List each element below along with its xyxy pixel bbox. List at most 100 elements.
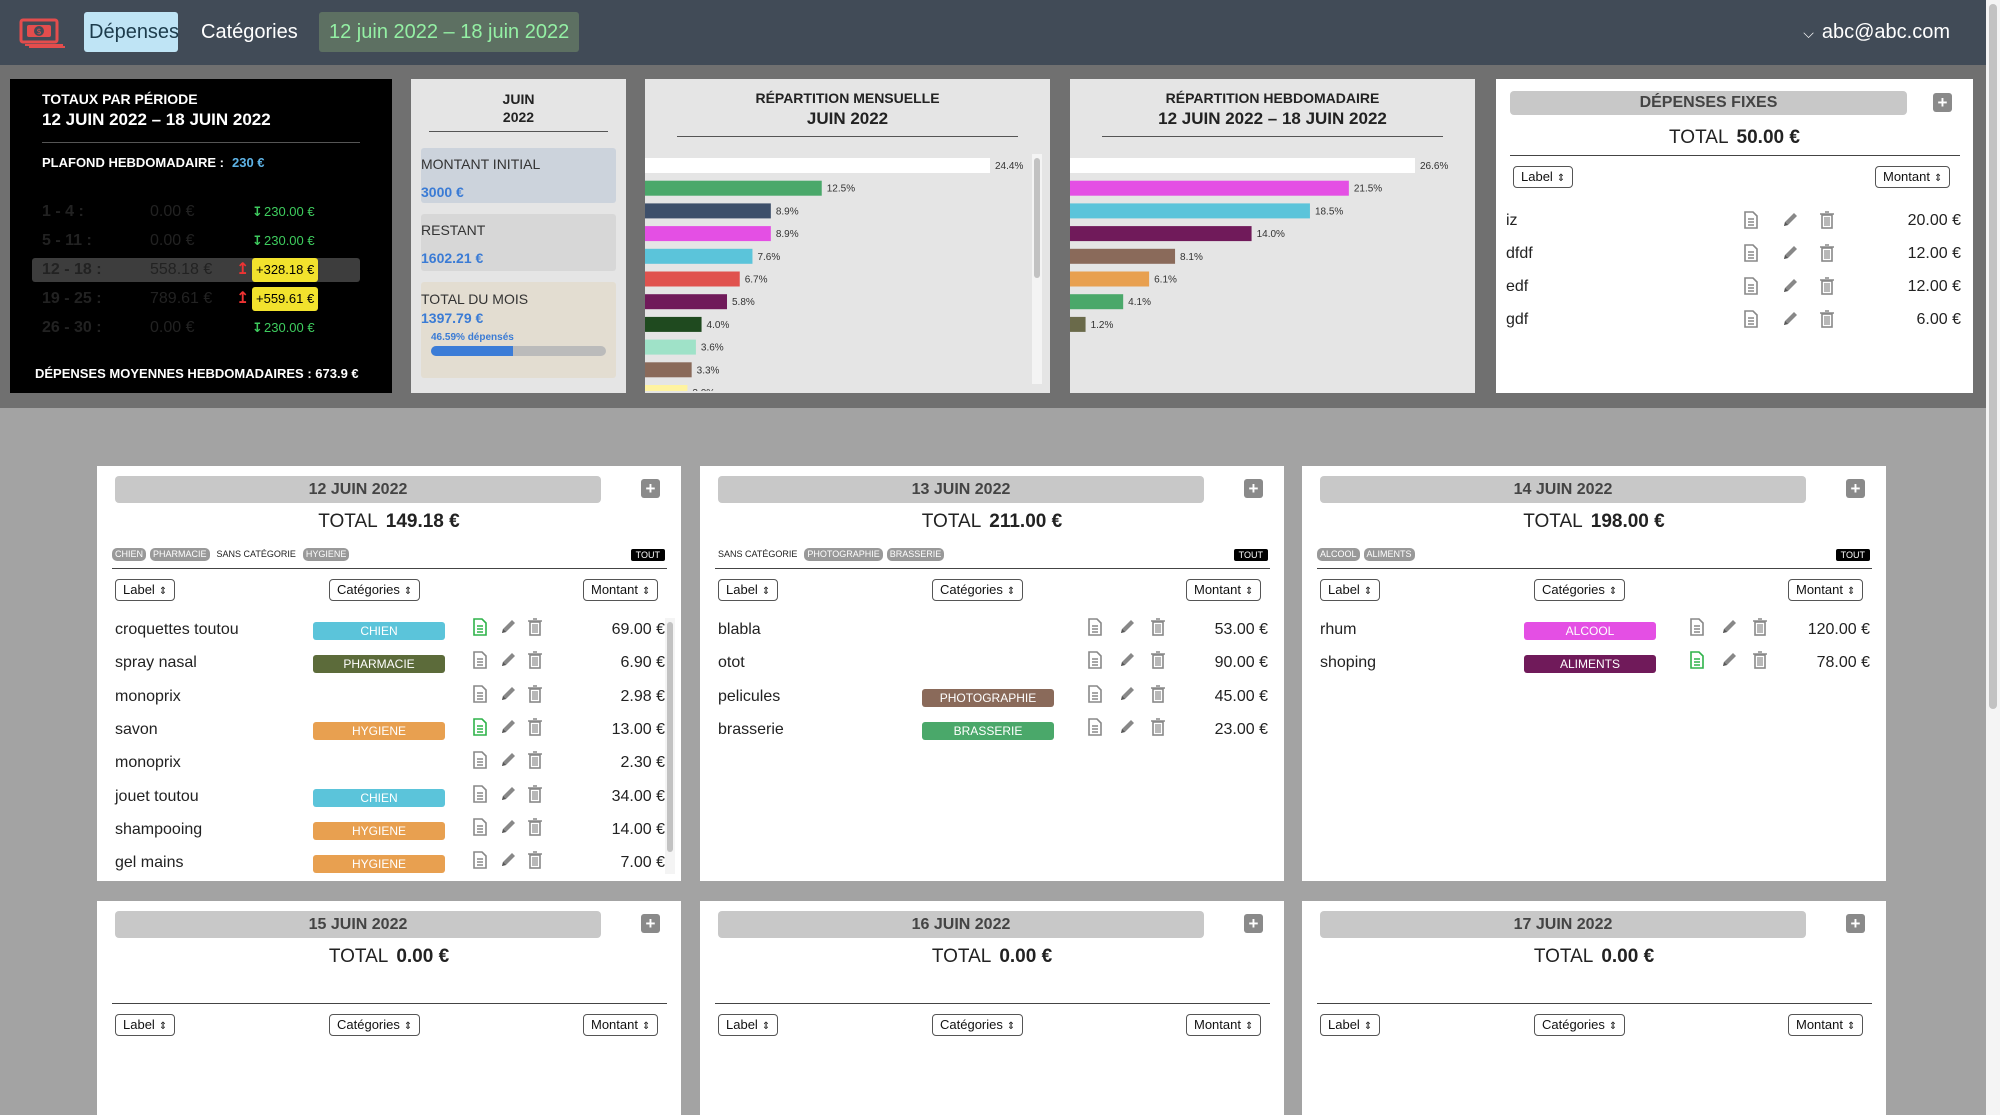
expense-row[interactable]: brasserie BRASSERIE 23.00 € xyxy=(718,716,1268,744)
document-icon[interactable] xyxy=(1744,310,1762,330)
edit-pencil-icon[interactable] xyxy=(1781,244,1799,264)
document-icon[interactable] xyxy=(1744,211,1762,231)
category-filter-chip[interactable]: CHIEN xyxy=(112,548,147,561)
sort-amount-select[interactable]: Montant ⇕ xyxy=(1788,579,1864,601)
trash-icon[interactable] xyxy=(1150,718,1168,738)
card-scrollbar[interactable] xyxy=(665,618,675,874)
edit-pencil-icon[interactable] xyxy=(499,685,517,705)
filter-all-button[interactable]: TOUT xyxy=(630,549,665,561)
document-icon[interactable] xyxy=(1744,244,1762,264)
edit-pencil-icon[interactable] xyxy=(1118,618,1136,638)
expense-row[interactable]: croquettes toutou CHIEN 69.00 € xyxy=(115,616,665,644)
category-filter-chip[interactable]: PHARMACIE xyxy=(150,548,210,561)
trash-icon[interactable] xyxy=(527,684,545,705)
add-expense-button[interactable]: + xyxy=(1846,479,1865,498)
add-expense-button[interactable]: + xyxy=(641,479,660,498)
document-icon[interactable] xyxy=(1744,277,1762,297)
trash-icon[interactable] xyxy=(527,817,545,838)
week-row[interactable]: 1 - 4 : 0.00 € ↧230.00 € xyxy=(32,200,360,224)
edit-pencil-icon[interactable] xyxy=(1720,651,1738,671)
document-icon[interactable] xyxy=(473,751,491,771)
sort-category-select[interactable]: Catégories ⇕ xyxy=(1534,579,1626,601)
filter-all-button[interactable]: TOUT xyxy=(1233,549,1268,561)
document-icon[interactable] xyxy=(1690,618,1708,638)
sort-category-select[interactable]: Catégories ⇕ xyxy=(329,579,421,601)
edit-pencil-icon[interactable] xyxy=(499,851,517,871)
category-filter-chip[interactable]: ALIMENTS xyxy=(1363,548,1415,561)
edit-pencil-icon[interactable] xyxy=(499,818,517,838)
expense-row[interactable]: monoprix 2.30 € xyxy=(115,749,665,777)
sort-label-select[interactable]: Label ⇕ xyxy=(1513,166,1574,188)
edit-pencil-icon[interactable] xyxy=(499,651,517,671)
document-icon[interactable] xyxy=(1088,651,1106,671)
add-expense-button[interactable]: + xyxy=(1244,914,1263,933)
trash-icon[interactable] xyxy=(527,718,545,738)
nav-tab-categories[interactable]: Catégories xyxy=(201,21,298,43)
chart-scrollbar[interactable] xyxy=(1032,154,1042,384)
fixed-item[interactable]: edf 12.00 € xyxy=(1506,275,1961,299)
trash-icon[interactable] xyxy=(527,618,545,638)
edit-pencil-icon[interactable] xyxy=(1118,685,1136,705)
edit-pencil-icon[interactable] xyxy=(1781,277,1799,297)
add-expense-button[interactable]: + xyxy=(1244,479,1263,498)
edit-pencil-icon[interactable] xyxy=(499,718,517,738)
category-filter-chip[interactable]: SANS CATÉGORIE xyxy=(216,549,296,559)
category-filter-chip[interactable]: ALCOOL xyxy=(1317,548,1360,561)
category-filter-chip[interactable]: PHOTOGRAPHIE xyxy=(804,548,883,561)
document-icon[interactable] xyxy=(1088,684,1106,705)
sort-label-select[interactable]: Label ⇕ xyxy=(1320,579,1381,601)
sort-label-select[interactable]: Label ⇕ xyxy=(1320,1014,1381,1036)
sort-label-select[interactable]: Label ⇕ xyxy=(115,1014,176,1036)
week-row[interactable]: 12 - 18 : 558.18 € ↥ +328.18 € xyxy=(32,258,360,282)
sort-category-select[interactable]: Catégories ⇕ xyxy=(329,1014,421,1036)
edit-pencil-icon[interactable] xyxy=(1118,651,1136,671)
trash-icon[interactable] xyxy=(1150,618,1168,638)
sort-label-select[interactable]: Label ⇕ xyxy=(115,579,176,601)
edit-pencil-icon[interactable] xyxy=(1118,718,1136,738)
trash-icon[interactable] xyxy=(1150,684,1168,705)
sort-amount-select[interactable]: Montant ⇕ xyxy=(583,1014,659,1036)
document-icon[interactable] xyxy=(473,851,491,871)
sort-amount-select[interactable]: Montant ⇕ xyxy=(1186,1014,1262,1036)
trash-icon[interactable] xyxy=(527,851,545,871)
nav-tab-expenses[interactable]: Dépenses xyxy=(84,12,179,52)
filter-all-button[interactable]: TOUT xyxy=(1835,549,1870,561)
sort-label-select[interactable]: Label ⇕ xyxy=(718,579,779,601)
edit-pencil-icon[interactable] xyxy=(1781,310,1799,330)
money-logo-icon[interactable]: $ xyxy=(19,16,66,48)
sort-amount-select[interactable]: Montant ⇕ xyxy=(1788,1014,1864,1036)
document-icon[interactable] xyxy=(473,684,491,705)
document-icon[interactable] xyxy=(473,784,491,805)
trash-icon[interactable] xyxy=(527,651,545,671)
edit-pencil-icon[interactable] xyxy=(499,751,517,771)
add-fixed-button[interactable]: + xyxy=(1933,93,1952,112)
document-icon[interactable] xyxy=(473,817,491,838)
week-row[interactable]: 19 - 25 : 789.61 € ↥ +559.61 € xyxy=(32,287,360,311)
edit-pencil-icon[interactable] xyxy=(499,785,517,805)
sort-amount-select[interactable]: Montant ⇕ xyxy=(1186,579,1262,601)
category-filter-chip[interactable]: HYGIENE xyxy=(302,548,350,561)
edit-pencil-icon[interactable] xyxy=(499,618,517,638)
trash-icon[interactable] xyxy=(527,751,545,771)
expense-row[interactable]: shoping ALIMENTS 78.00 € xyxy=(1320,649,1870,677)
trash-icon[interactable] xyxy=(1819,244,1837,264)
fixed-item[interactable]: dfdf 12.00 € xyxy=(1506,242,1961,266)
sort-category-select[interactable]: Catégories ⇕ xyxy=(1534,1014,1626,1036)
trash-icon[interactable] xyxy=(1819,211,1837,231)
page-scrollbar[interactable] xyxy=(1986,0,2000,1115)
expense-row[interactable]: rhum ALCOOL 120.00 € xyxy=(1320,616,1870,644)
expense-row[interactable]: monoprix 2.98 € xyxy=(115,683,665,711)
expense-row[interactable]: spray nasal PHARMACIE 6.90 € xyxy=(115,649,665,677)
trash-icon[interactable] xyxy=(527,784,545,805)
sort-amount-select[interactable]: Montant ⇕ xyxy=(1875,166,1951,188)
expense-row[interactable]: gel mains HYGIENE 7.00 € xyxy=(115,849,665,877)
category-filter-chip[interactable]: SANS CATÉGORIE xyxy=(718,549,798,559)
week-row[interactable]: 26 - 30 : 0.00 € ↧230.00 € xyxy=(32,316,360,340)
trash-icon[interactable] xyxy=(1819,310,1837,330)
sort-amount-select[interactable]: Montant ⇕ xyxy=(583,579,659,601)
fixed-item[interactable]: gdf 6.00 € xyxy=(1506,308,1961,332)
expense-row[interactable]: shampooing HYGIENE 14.00 € xyxy=(115,816,665,844)
add-expense-button[interactable]: + xyxy=(1846,914,1865,933)
document-icon[interactable] xyxy=(1690,651,1708,671)
document-icon[interactable] xyxy=(1088,718,1106,738)
